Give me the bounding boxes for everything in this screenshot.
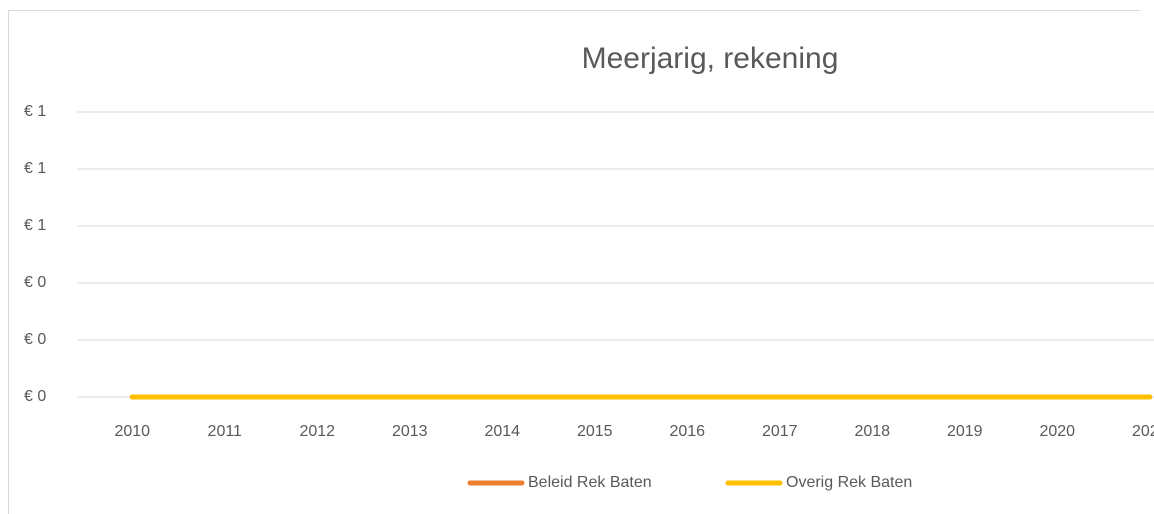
legend-label: Beleid Rek Baten: [528, 474, 652, 491]
y-tick-label: € 0: [24, 331, 46, 348]
x-tick-label: 2020: [1039, 423, 1075, 440]
x-tick-label: 2018: [854, 423, 890, 440]
y-tick-label: € 1: [24, 103, 46, 120]
x-tick-label: 2016: [669, 423, 705, 440]
y-tick-label: € 1: [24, 160, 46, 177]
x-tick-label: 2011: [208, 423, 243, 440]
x-tick-label: 2012: [299, 423, 335, 440]
legend-label: Overig Rek Baten: [786, 474, 912, 491]
x-tick-label: 2019: [947, 423, 983, 440]
x-tick-label: 2013: [392, 423, 428, 440]
y-tick-label: € 0: [24, 388, 46, 405]
y-tick-label: € 1: [24, 217, 46, 234]
x-tick-label: 2010: [114, 423, 150, 440]
y-tick-label: € 0: [24, 274, 46, 291]
x-tick-label: 2017: [762, 423, 798, 440]
x-tick-label: 2014: [484, 423, 520, 440]
x-tick-label: 2021: [1132, 423, 1154, 440]
x-tick-label: 2015: [577, 423, 613, 440]
chart-title: Meerjarig, rekening: [582, 42, 839, 75]
